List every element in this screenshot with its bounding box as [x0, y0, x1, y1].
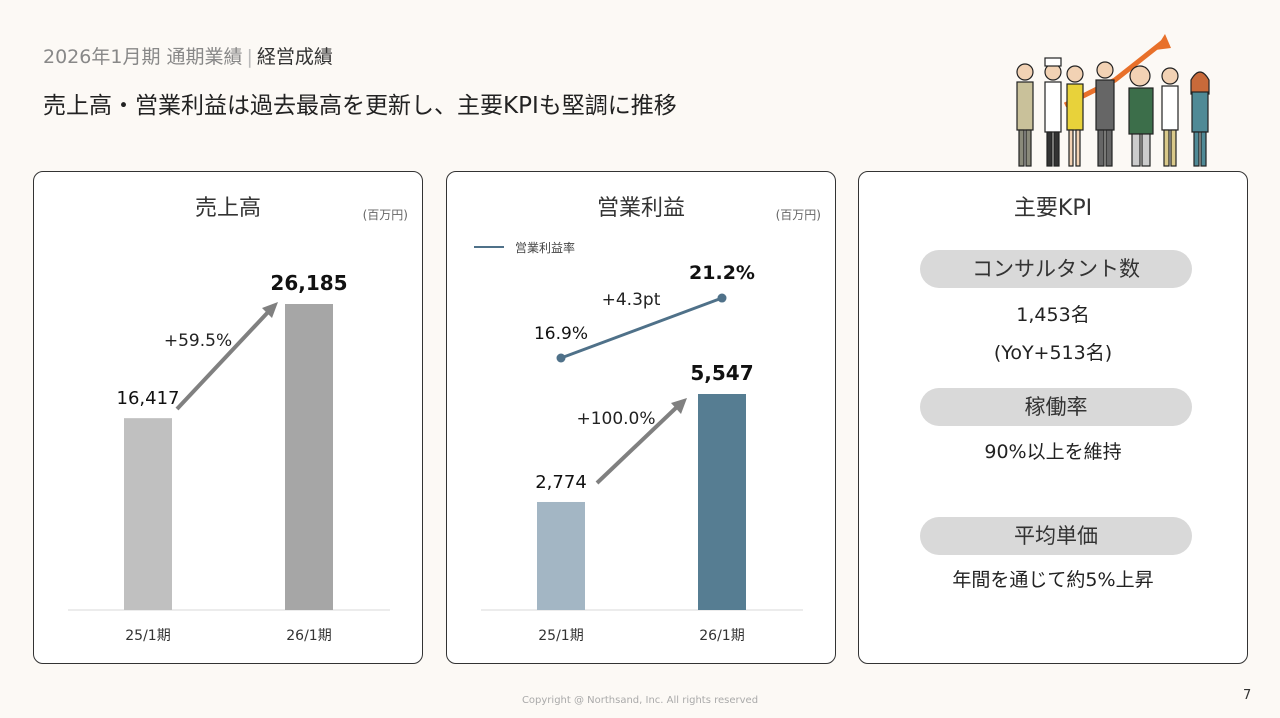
margin-value-label: 16.9%	[534, 324, 588, 344]
bar-25-1期	[124, 418, 172, 610]
kpi-consultants-yoy: (YoY+513名)	[993, 342, 1113, 364]
sales-chart: +59.5% 16,417 25/1期 26,185 26/1期	[68, 271, 390, 644]
profit-title: 営業利益	[596, 196, 685, 221]
copyright: Copyright @ Northsand, Inc. All rights r…	[521, 695, 759, 706]
page-number: 7	[1243, 688, 1252, 703]
kpi-unit-price-label: 平均単価	[920, 517, 1192, 555]
profit-growth-label: +100.0%	[576, 409, 655, 429]
growth-arrow-icon	[175, 302, 278, 411]
sales-title: 売上高	[194, 196, 261, 221]
x-tick-label: 25/1期	[538, 628, 583, 644]
bar-25-1期	[537, 501, 585, 610]
operating-profit-panel: 営業利益 (百万円) 営業利益率 +100.0% +4.3pt 2,774 25/…	[446, 171, 836, 664]
breadcrumb-current: 経営成績	[256, 46, 333, 68]
margin-point	[556, 353, 566, 363]
profit-unit: (百万円)	[775, 208, 821, 222]
bar-value-label: 26,185	[270, 271, 347, 295]
page-headline: 売上高・営業利益は過去最高を更新し、主要KPIも堅調に推移	[43, 93, 677, 119]
breadcrumb-separator: |	[246, 46, 253, 68]
sales-panel: 売上高 (百万円) +59.5% 16,417 25/1期 26,185 26/1期	[33, 171, 423, 664]
operating-profit-chart: 営業利益率 +100.0% +4.3pt 2,774 25/1期 5,547 26/1…	[474, 240, 803, 644]
bar-value-label: 16,417	[117, 388, 180, 409]
kpi-consultants-label: コンサルタント数	[920, 250, 1192, 288]
growth-arrow-icon	[595, 398, 687, 485]
margin-line	[560, 296, 723, 360]
margin-value-label: 21.2%	[689, 262, 755, 284]
kpi-panel: 主要KPI コンサルタント数 1,453名 (YoY+513名) 稼働率 90%…	[858, 171, 1248, 664]
breadcrumb-period: 2026年1月期 通期業績	[43, 46, 243, 68]
kpi-utilization-label: 稼働率	[920, 388, 1192, 426]
sales-unit: (百万円)	[362, 208, 408, 222]
x-tick-label: 25/1期	[125, 628, 170, 644]
x-tick-label: 26/1期	[286, 628, 331, 644]
margin-point	[717, 293, 727, 303]
kpi-title: 主要KPI	[1013, 196, 1093, 221]
bar-value-label: 5,547	[690, 361, 753, 385]
x-tick-label: 26/1期	[699, 628, 744, 644]
business-team-illustration	[1016, 34, 1210, 167]
bar-value-label: 2,774	[535, 472, 587, 493]
bar-26-1期	[698, 394, 746, 610]
kpi-utilization-value: 90%以上を維持	[984, 441, 1122, 463]
kpi-consultants-value: 1,453名	[1016, 304, 1090, 326]
legend-label: 営業利益率	[515, 240, 575, 255]
kpi-unit-price-value: 年間を通じて約5%上昇	[952, 569, 1154, 591]
sales-growth-label: +59.5%	[164, 331, 232, 351]
bar-26-1期	[285, 304, 333, 610]
breadcrumb: 2026年1月期 通期業績 | 経営成績	[43, 42, 333, 69]
margin-change-label: +4.3pt	[602, 290, 661, 310]
